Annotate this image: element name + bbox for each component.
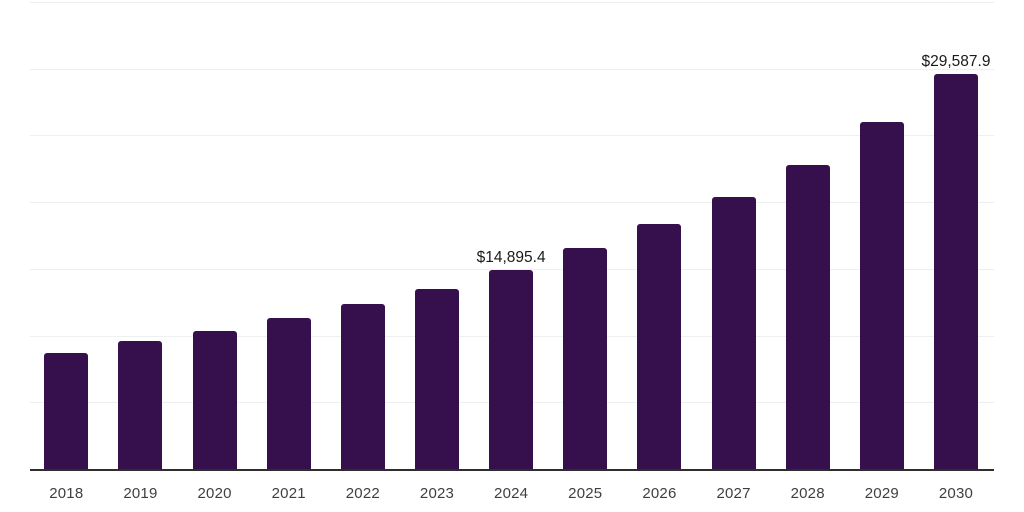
x-tick-label: 2025 (568, 485, 603, 502)
x-tick-label: 2028 (790, 485, 825, 502)
bar-2025 (563, 247, 608, 469)
x-tick-label: 2026 (642, 485, 677, 502)
gridline (30, 68, 994, 70)
bar-2020 (192, 330, 237, 469)
x-tick-label: 2024 (494, 485, 529, 502)
bar-2024 (489, 270, 534, 469)
x-tick-label: 2030 (938, 485, 974, 502)
bar-2021 (266, 317, 311, 469)
bar-2026 (637, 224, 682, 469)
x-tick-label: 2019 (123, 485, 158, 502)
x-axis-line (30, 469, 994, 471)
gridline (30, 2, 994, 3)
bar-2019 (118, 340, 163, 469)
x-tick-label: 2029 (864, 485, 899, 502)
bar-value-label: $14,895.4 (476, 249, 546, 267)
gridline (30, 135, 994, 137)
bar-value-label: $29,587.9 (921, 53, 991, 71)
gridline (30, 268, 994, 270)
bar-2023 (415, 288, 459, 469)
bar-2030 (933, 74, 978, 469)
bar-2029 (859, 121, 904, 469)
x-tick-label: 2027 (716, 485, 751, 502)
x-tick-label: 2022 (345, 485, 380, 502)
x-tick-label: 2021 (271, 485, 306, 502)
bar-2022 (340, 304, 385, 469)
x-tick-label: 2018 (49, 485, 84, 502)
x-tick-label: 2020 (197, 485, 232, 502)
bar-2018 (44, 352, 89, 469)
bar-2028 (785, 164, 830, 469)
gridline (30, 202, 994, 204)
x-tick-label: 2023 (419, 485, 455, 502)
bar-2027 (711, 197, 756, 469)
